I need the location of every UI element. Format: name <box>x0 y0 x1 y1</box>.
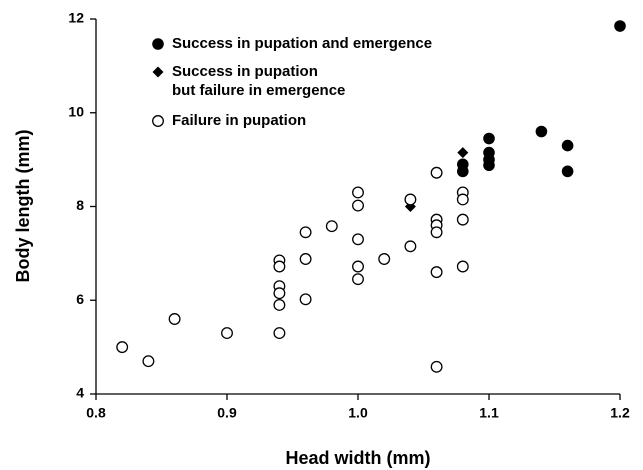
marker-filled-circle <box>483 132 495 145</box>
y-axis-label: Body length (mm) <box>13 130 33 283</box>
marker-open-circle <box>352 199 364 212</box>
x-tick-label: 0.9 <box>217 405 237 421</box>
marker-open-circle <box>456 193 469 206</box>
y-tick-label: 10 <box>68 103 84 119</box>
marker-filled-circle <box>535 125 548 138</box>
legend-label: Success in pupation and emergence <box>172 35 433 52</box>
marker-filled-circle <box>561 139 574 152</box>
x-tick-label: 1.1 <box>479 405 499 421</box>
marker-open-circle <box>352 273 364 286</box>
marker-open-circle <box>299 253 312 265</box>
marker-open-circle <box>299 293 312 306</box>
x-axis-label: Head width (mm) <box>285 448 430 468</box>
marker-filled-circle <box>483 159 495 172</box>
marker-open-circle <box>299 226 312 239</box>
marker-open-circle <box>404 193 417 206</box>
marker-open-circle <box>456 260 469 273</box>
legend-label: Failure in pupation <box>172 112 307 129</box>
marker-open-circle <box>116 341 129 354</box>
marker-open-circle <box>430 360 443 373</box>
marker-open-circle <box>404 240 417 253</box>
marker-open-circle <box>430 166 443 179</box>
legend-marker <box>152 38 164 50</box>
marker-filled-circle <box>457 165 469 178</box>
y-tick-label: 6 <box>76 291 84 307</box>
marker-open-circle <box>273 260 286 273</box>
marker-diamond <box>457 147 469 159</box>
marker-open-circle <box>352 186 364 199</box>
marker-open-circle <box>352 233 364 246</box>
marker-open-circle <box>273 298 286 311</box>
marker-open-circle <box>325 220 338 233</box>
x-tick-label: 0.8 <box>86 405 106 421</box>
x-tick-label: 1.0 <box>348 405 368 421</box>
marker-open-circle <box>430 266 443 279</box>
legend-marker <box>152 66 164 78</box>
y-tick-label: 12 <box>68 10 84 26</box>
marker-open-circle <box>430 226 443 239</box>
marker-open-circle <box>273 327 286 340</box>
marker-open-circle <box>378 253 391 265</box>
y-tick-label: 4 <box>76 385 84 401</box>
x-tick-label: 1.2 <box>610 405 630 421</box>
marker-open-circle <box>456 213 469 226</box>
y-tick-label: 8 <box>76 197 84 213</box>
marker-open-circle <box>273 287 286 300</box>
marker-open-circle <box>168 313 181 325</box>
legend-marker <box>152 115 164 127</box>
marker-open-circle <box>142 355 155 368</box>
marker-open-circle <box>221 327 233 340</box>
marker-filled-circle <box>561 165 574 178</box>
legend-label: Success in pupation but failure in emerg… <box>172 63 346 99</box>
marker-open-circle <box>352 260 364 273</box>
marker-filled-circle <box>614 20 626 32</box>
